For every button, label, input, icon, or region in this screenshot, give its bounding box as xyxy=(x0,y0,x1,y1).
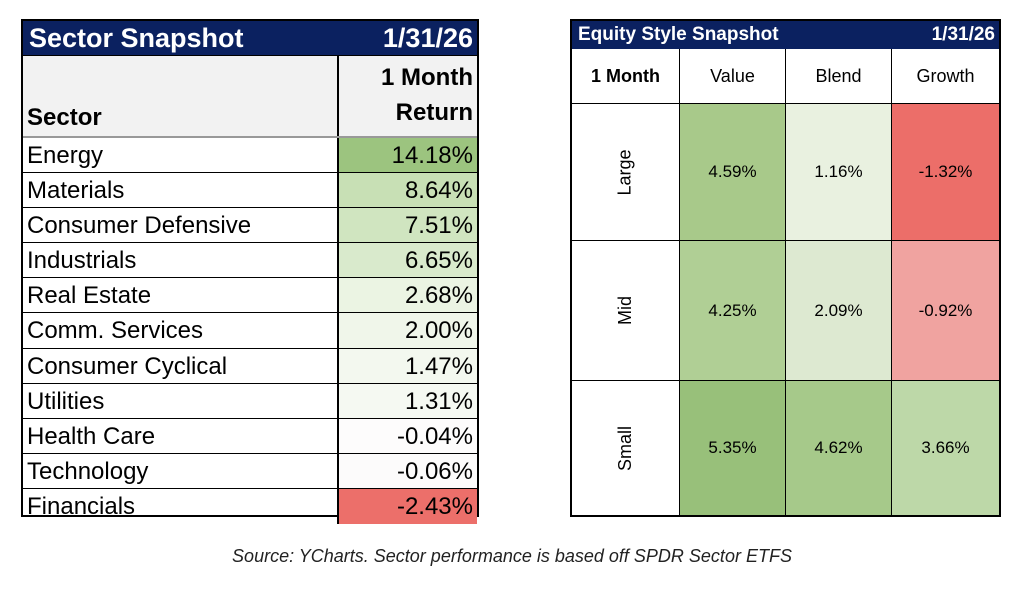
sector-snapshot-table: Sector Snapshot 1/31/26 Sector 1 Month Re… xyxy=(21,19,479,525)
sector-row: Materials 8.64% xyxy=(23,173,477,209)
sector-name: Financials xyxy=(23,488,339,525)
style-cell: 2.09% xyxy=(786,241,892,381)
style-cell: 4.62% xyxy=(786,381,892,515)
size-label: Large xyxy=(614,148,635,196)
corner-header: 1 Month xyxy=(572,49,680,104)
sector-row: Consumer Cyclical 1.47% xyxy=(23,348,477,384)
sector-name: Consumer Cyclical xyxy=(23,348,339,383)
size-row-header: Small xyxy=(572,381,680,515)
sector-name: Industrials xyxy=(23,243,339,278)
sector-return: 8.64% xyxy=(339,173,477,208)
style-cell: 4.25% xyxy=(680,241,786,381)
style-cell: 5.35% xyxy=(680,381,786,515)
equity-style-snapshot-table: Equity Style Snapshot 1/31/26 1 Month Val… xyxy=(570,19,1001,517)
sector-return: 2.68% xyxy=(339,278,477,313)
sector-title: Sector Snapshot xyxy=(29,22,244,53)
style-title: Equity Style Snapshot xyxy=(578,24,779,45)
source-caption: Source: YCharts. Sector performance is b… xyxy=(232,546,792,566)
size-row-header: Mid xyxy=(572,241,680,381)
style-column-header: Blend xyxy=(786,49,892,104)
sector-return: 1.47% xyxy=(339,348,477,383)
style-date: 1/31/26 xyxy=(931,24,995,45)
sector-return: 7.51% xyxy=(339,208,477,243)
sector-name: Energy xyxy=(23,138,339,173)
sector-return: -2.43% xyxy=(339,488,477,525)
sector-name: Comm. Services xyxy=(23,313,339,348)
sector-row: Consumer Defensive 7.51% xyxy=(23,208,477,244)
style-cell: -1.32% xyxy=(892,104,999,241)
sector-return: -0.04% xyxy=(339,418,477,453)
sector-column-header: Sector xyxy=(23,56,339,136)
sector-return: -0.06% xyxy=(339,453,477,488)
size-label: Small xyxy=(614,425,635,471)
sector-return: 14.18% xyxy=(339,138,477,173)
return-header-line1: 1 Month xyxy=(381,64,473,91)
sector-name: Health Care xyxy=(23,418,339,453)
sector-date: 1/31/26 xyxy=(382,22,473,53)
style-title-bar: Equity Style Snapshot 1/31/26 xyxy=(572,21,999,49)
return-header-line2: Return xyxy=(395,99,473,126)
style-cell: -0.92% xyxy=(892,241,999,381)
size-label: Mid xyxy=(614,295,635,326)
sector-return: 2.00% xyxy=(339,313,477,348)
style-cell: 4.59% xyxy=(680,104,786,241)
sector-name: Materials xyxy=(23,173,339,208)
style-column-header: Growth xyxy=(892,49,999,104)
sector-name: Utilities xyxy=(23,383,339,418)
sector-row: Technology -0.06% xyxy=(23,453,477,489)
size-row-header: Large xyxy=(572,104,680,241)
sector-return: 6.65% xyxy=(339,243,477,278)
sector-row: Energy 14.18% xyxy=(23,138,477,174)
sector-row: Health Care -0.04% xyxy=(23,418,477,454)
style-column-header: Value xyxy=(680,49,786,104)
sector-row: Industrials 6.65% xyxy=(23,243,477,279)
sector-row: Real Estate 2.68% xyxy=(23,278,477,314)
sector-name: Technology xyxy=(23,453,339,488)
sector-title-bar: Sector Snapshot 1/31/26 xyxy=(23,21,477,55)
sector-row: Comm. Services 2.00% xyxy=(23,313,477,349)
sector-return: 1.31% xyxy=(339,383,477,418)
style-grid: 1 Month Value Blend Growth Large 4.59% 1.16% -1… xyxy=(572,49,999,515)
sector-row: Financials -2.43% xyxy=(23,488,477,525)
sector-header: Sector 1 Month Return xyxy=(23,55,477,138)
sector-name: Real Estate xyxy=(23,278,339,313)
style-cell: 3.66% xyxy=(892,381,999,515)
style-cell: 1.16% xyxy=(786,104,892,241)
return-column-header: 1 Month Return xyxy=(339,56,477,136)
sector-name: Consumer Defensive xyxy=(23,208,339,243)
sector-row: Utilities 1.31% xyxy=(23,383,477,419)
